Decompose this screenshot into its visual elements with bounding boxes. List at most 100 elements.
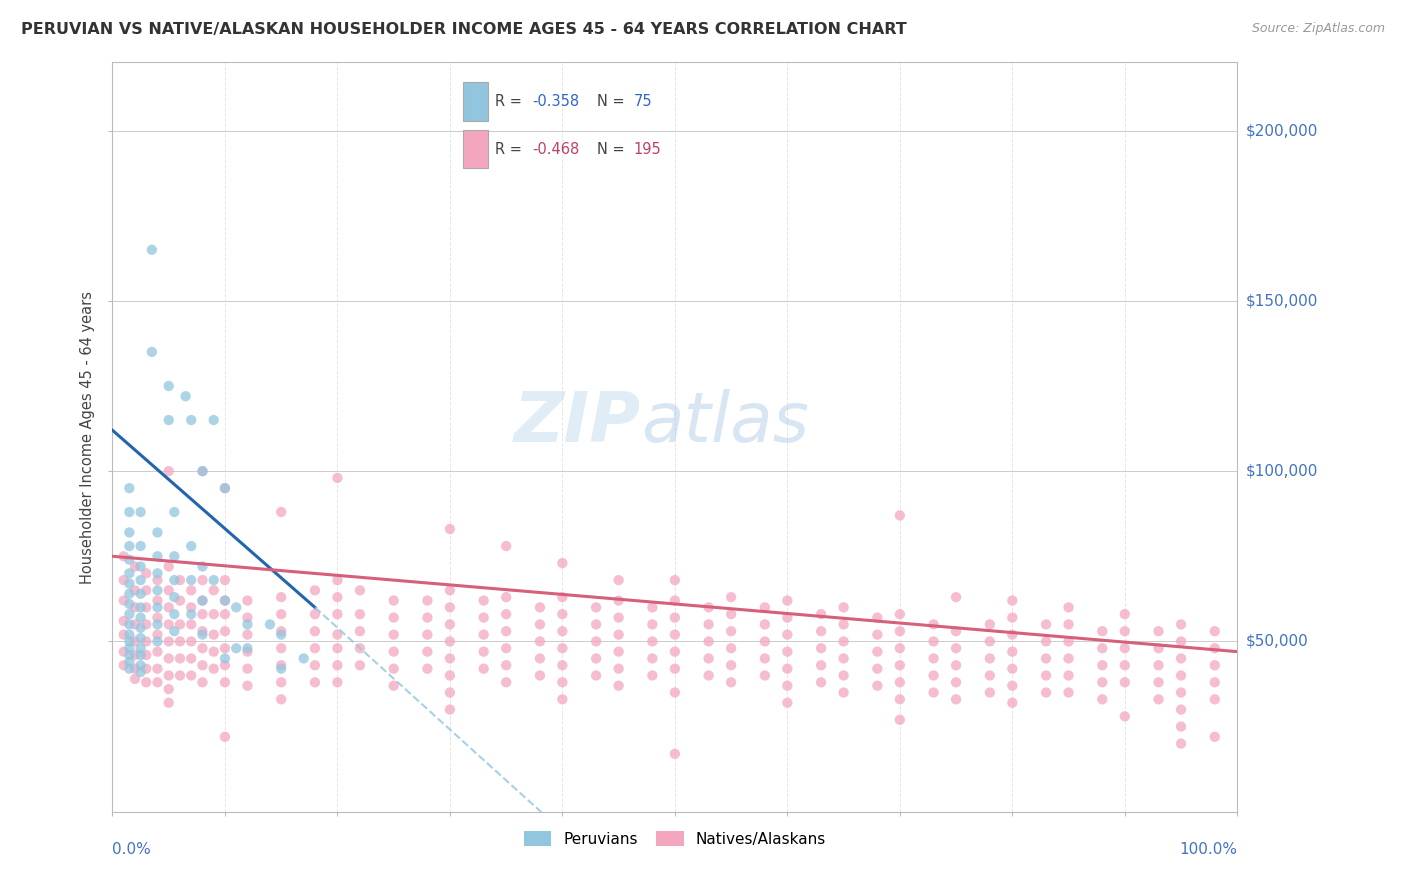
Point [439, 617, 461, 632]
Point [191, 675, 214, 690]
Point [118, 617, 141, 632]
Point [1001, 679, 1024, 693]
Point [169, 573, 191, 587]
Point [1170, 702, 1192, 716]
Text: atlas: atlas [641, 389, 808, 456]
Point [416, 627, 439, 641]
Point [202, 607, 225, 622]
Point [326, 627, 349, 641]
Point [169, 634, 191, 648]
Point [236, 679, 259, 693]
Point [112, 627, 135, 641]
Point [157, 668, 180, 682]
Point [225, 641, 247, 656]
Point [832, 651, 855, 665]
Point [129, 505, 152, 519]
Point [118, 607, 141, 622]
Point [118, 576, 141, 591]
Point [157, 651, 180, 665]
Point [202, 645, 225, 659]
Point [607, 610, 630, 624]
Point [1170, 651, 1192, 665]
Point [202, 662, 225, 676]
Point [304, 641, 326, 656]
Point [169, 651, 191, 665]
Point [1147, 692, 1170, 706]
Point [607, 593, 630, 607]
Point [1057, 600, 1080, 615]
Point [191, 593, 214, 607]
Point [495, 607, 517, 622]
Point [157, 682, 180, 697]
Point [1057, 634, 1080, 648]
Point [664, 593, 686, 607]
Point [163, 624, 186, 639]
Point [866, 627, 889, 641]
Point [585, 668, 607, 682]
Point [945, 590, 967, 604]
Point [472, 662, 495, 676]
Point [326, 675, 349, 690]
Point [1035, 651, 1057, 665]
Point [326, 471, 349, 485]
Point [529, 651, 551, 665]
Point [1035, 617, 1057, 632]
Point [1035, 634, 1057, 648]
Point [180, 668, 202, 682]
Point [439, 634, 461, 648]
Point [118, 525, 141, 540]
Point [135, 617, 157, 632]
Point [214, 675, 236, 690]
Point [922, 617, 945, 632]
Point [214, 658, 236, 673]
Point [349, 641, 371, 656]
Point [1170, 668, 1192, 682]
Point [889, 675, 911, 690]
Point [124, 672, 146, 686]
Point [697, 600, 720, 615]
Point [214, 481, 236, 495]
Point [776, 645, 799, 659]
Point [1091, 624, 1114, 639]
Point [866, 662, 889, 676]
Point [866, 645, 889, 659]
Point [270, 607, 292, 622]
Point [889, 658, 911, 673]
Point [641, 634, 664, 648]
Point [641, 651, 664, 665]
Point [202, 583, 225, 598]
Point [439, 702, 461, 716]
Point [157, 634, 180, 648]
Point [304, 675, 326, 690]
Point [529, 668, 551, 682]
Point [1204, 675, 1226, 690]
Point [1114, 658, 1136, 673]
Point [439, 685, 461, 699]
Point [664, 573, 686, 587]
Point [270, 692, 292, 706]
Point [270, 505, 292, 519]
Point [112, 658, 135, 673]
Point [1204, 641, 1226, 656]
Point [585, 634, 607, 648]
Point [180, 413, 202, 427]
Point [472, 593, 495, 607]
Point [146, 583, 169, 598]
Point [129, 587, 152, 601]
Point [304, 607, 326, 622]
Point [551, 658, 574, 673]
Point [1147, 658, 1170, 673]
Point [118, 539, 141, 553]
Point [146, 634, 169, 648]
Point [1147, 624, 1170, 639]
Point [1204, 624, 1226, 639]
Point [349, 658, 371, 673]
Point [495, 658, 517, 673]
Point [174, 389, 197, 403]
Point [889, 624, 911, 639]
Point [236, 627, 259, 641]
Point [191, 464, 214, 478]
Point [191, 641, 214, 656]
Point [945, 641, 967, 656]
Point [1001, 627, 1024, 641]
